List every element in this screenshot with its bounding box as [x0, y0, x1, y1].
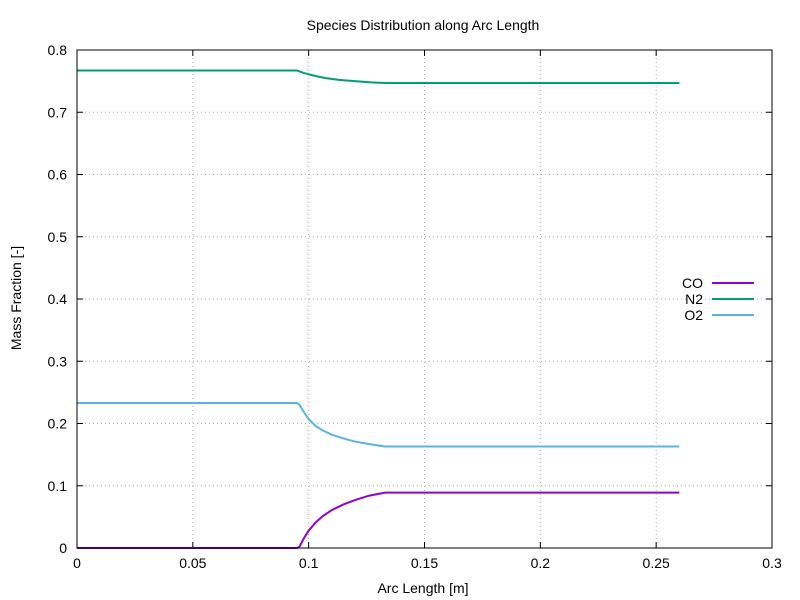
y-tick-label: 0.1 — [48, 478, 68, 494]
grid-lines — [77, 50, 772, 548]
y-tick-label: 0 — [59, 540, 67, 556]
series-line-o2 — [77, 401, 680, 448]
x-tick-label: 0.25 — [643, 555, 670, 571]
y-axis-label: Mass Fraction [-] — [8, 246, 24, 350]
series-line-n2 — [77, 69, 680, 84]
y-tick-label: 0.2 — [48, 416, 68, 432]
x-tick-label: 0.3 — [762, 555, 782, 571]
x-tick-label: 0.15 — [411, 555, 438, 571]
series-lines — [77, 69, 680, 549]
x-tick-label: 0 — [73, 555, 81, 571]
x-axis-label: Arc Length [m] — [377, 580, 468, 596]
legend-label-n2: N2 — [685, 291, 703, 307]
y-tick-label: 0.5 — [48, 229, 68, 245]
legend-label-co: CO — [682, 275, 703, 291]
y-tick-label: 0.6 — [48, 167, 68, 183]
y-tick-label: 0.7 — [48, 104, 68, 120]
plot-frame — [76, 49, 773, 549]
y-tick-label: 0.8 — [48, 42, 68, 58]
y-tick-label: 0.4 — [48, 291, 68, 307]
legend-label-o2: O2 — [684, 307, 703, 323]
series-line-co — [77, 491, 680, 549]
x-tick-label: 0.1 — [299, 555, 319, 571]
axis-ticks: 0 0.05 0.1 0.15 0.2 0.25 0.3 0 0.1 0.2 0.3 0.4 0.5 0.… — [48, 42, 782, 571]
x-tick-label: 0.05 — [179, 555, 206, 571]
x-tick-label: 0.2 — [531, 555, 551, 571]
y-tick-label: 0.3 — [48, 353, 68, 369]
chart-title: Species Distribution along Arc Length — [307, 17, 540, 33]
